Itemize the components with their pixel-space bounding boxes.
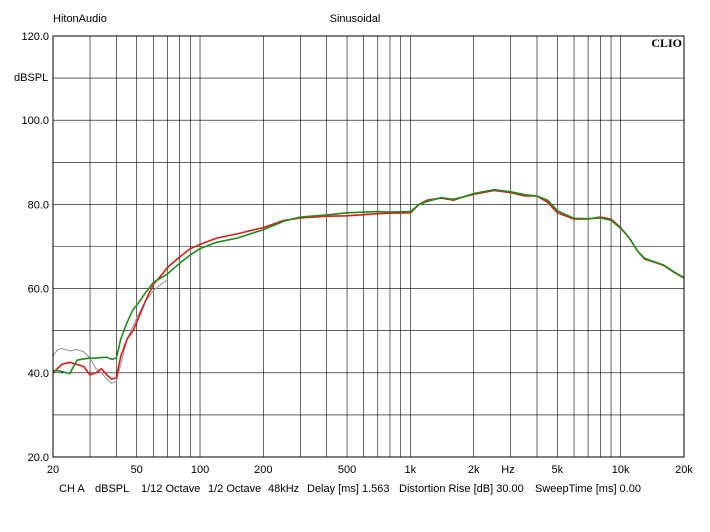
- x-axis-label: Hz: [501, 464, 514, 476]
- y-tick-label: 120.0: [21, 31, 49, 43]
- chart-grid: [53, 36, 684, 457]
- y-tick-label: 40.0: [28, 368, 49, 380]
- x-tick-label: 20k: [675, 464, 693, 476]
- footer-resolution: 1/2 Octave: [208, 483, 261, 495]
- y-tick-label: 100.0: [21, 115, 49, 127]
- chart-series-layer: [52, 188, 685, 384]
- footer-unit: dBSPL: [95, 483, 129, 495]
- footer-smoothing: 1/12 Octave: [141, 483, 200, 495]
- x-tick-label: 2k: [468, 464, 480, 476]
- y-axis-label: dBSPL: [14, 72, 48, 84]
- brand-label: CLIO: [651, 36, 682, 50]
- footer-sweep-time: SweepTime [ms] 0.00: [535, 483, 641, 495]
- x-tick-label: 1k: [405, 464, 417, 476]
- x-tick-label: 50: [131, 464, 143, 476]
- footer-bar: CH A dBSPL 1/12 Octave 1/2 Octave 48kHz …: [59, 483, 641, 495]
- footer-sample-rate: 48kHz: [268, 483, 299, 495]
- x-tick-label: 100: [191, 464, 209, 476]
- y-tick-labels: 120.0 100.0 80.0 60.0 40.0 20.0: [21, 31, 49, 464]
- x-tick-labels: 20 50 100 200 500 1k 2k 5k 10k 20k Hz: [47, 464, 693, 476]
- plot-frame: [52, 35, 685, 458]
- footer-delay: Delay [ms] 1.563: [307, 483, 390, 495]
- x-tick-label: 10k: [612, 464, 630, 476]
- y-tick-label: 80.0: [28, 199, 49, 211]
- footer-channel: CH A: [59, 483, 85, 495]
- x-tick-label: 200: [254, 464, 272, 476]
- series-line-3: [53, 188, 685, 375]
- x-tick-label: 500: [338, 464, 356, 476]
- series-line-1: [52, 279, 168, 384]
- x-tick-label: 5k: [552, 464, 564, 476]
- y-tick-label: 60.0: [28, 284, 49, 296]
- chart-title: Sinusoidal: [330, 13, 381, 25]
- y-tick-label: 20.0: [28, 452, 49, 464]
- x-tick-label: 20: [47, 464, 59, 476]
- footer-distortion: Distortion Rise [dB] 30.00: [399, 483, 524, 495]
- header-left-label: HitonAudio: [53, 13, 107, 25]
